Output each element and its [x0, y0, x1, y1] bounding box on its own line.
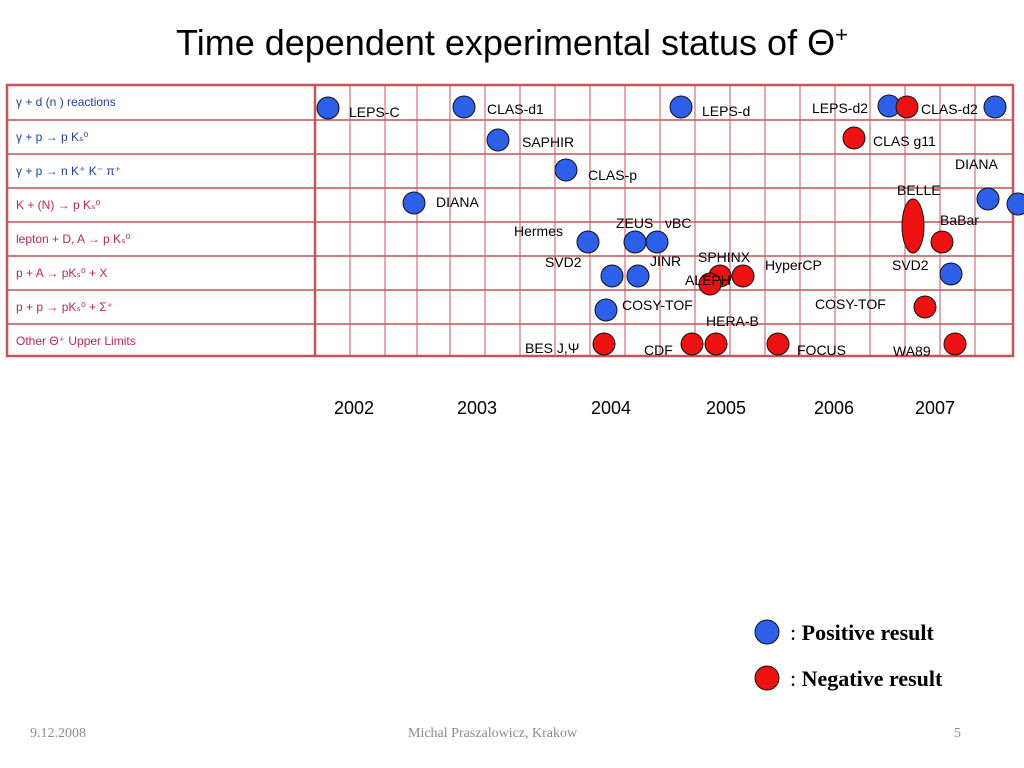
experiment-label: HyperCP	[765, 257, 822, 273]
title-superscript: +	[835, 22, 848, 47]
positive-result-marker	[554, 158, 578, 182]
row-label: K + (N) → p Kₛ⁰	[16, 198, 101, 212]
experiment-label: HERA-B	[706, 313, 759, 329]
year-label: 2005	[706, 398, 747, 418]
experiment-label: Hermes	[514, 223, 564, 239]
experiment-label: LEPS-d	[702, 103, 751, 119]
positive-result-marker	[486, 128, 510, 152]
title-text: Time dependent experimental status of Θ	[176, 22, 836, 63]
experiment-label: COSY-TOF	[622, 297, 693, 313]
positive-result-marker	[623, 230, 647, 254]
experiment-label: BELLE	[897, 182, 941, 198]
experiment-label: ZEUS	[616, 215, 654, 231]
positive-result-marker	[976, 187, 1000, 211]
row-label: γ + p → n K⁺ K⁻ π⁺	[16, 164, 121, 178]
experiment-label: SVD2	[545, 254, 582, 270]
experiment-label: CLAS-d2	[921, 101, 978, 117]
experiment-label: CLAS-p	[588, 167, 638, 183]
experiment-label: WA89	[893, 343, 931, 359]
negative-result-marker	[842, 126, 866, 150]
legend-negative: : Negative result	[790, 666, 943, 691]
row-label: γ + p → p Kₛ⁰	[16, 130, 89, 144]
experiment-label: COSY-TOF	[815, 296, 886, 312]
legend-positive-text: Positive result	[801, 620, 934, 645]
experiment-label: CLAS-d1	[487, 101, 544, 117]
grid-frame	[5, 83, 1015, 358]
positive-result-marker	[939, 262, 963, 286]
year-label: 2002	[334, 398, 375, 418]
positive-result-marker	[983, 95, 1007, 119]
negative-result-marker	[766, 332, 790, 356]
positive-result-marker	[600, 264, 624, 288]
footer-author: Michal Praszalowicz, Krakow	[408, 726, 578, 741]
experiment-label: νBC	[665, 215, 692, 231]
row-label: Other Θ⁺ Upper Limits	[16, 334, 136, 348]
row-label: p + p → pKₛ⁰ + Σ⁺	[16, 300, 114, 314]
negative-result-marker	[592, 332, 616, 356]
positive-result-marker	[594, 298, 618, 322]
negative-result-marker	[698, 272, 722, 296]
year-label: 2004	[591, 398, 632, 418]
row-label: p + A → pKₛ⁰ + X	[16, 266, 108, 280]
negative-result-marker	[943, 332, 967, 356]
experiment-label: ALEPH	[685, 272, 731, 288]
experiment-label: SVD2	[892, 257, 929, 273]
positive-result-marker	[316, 96, 340, 120]
slide-title: Time dependent experimental status of Θ+	[0, 22, 1024, 64]
legend-positive-marker	[754, 619, 780, 645]
positive-result-marker	[576, 230, 600, 254]
experiment-label: BES J,Ψ	[525, 340, 580, 356]
legend-negative-marker	[754, 665, 780, 691]
legend-negative-text: Negative result	[801, 666, 943, 691]
positive-result-marker	[626, 264, 650, 288]
experiment-label: DIANA	[955, 156, 998, 172]
negative-result-marker	[704, 332, 728, 356]
year-label: 2003	[457, 398, 498, 418]
experiment-label: BaBar	[940, 212, 979, 228]
row-label: lepton + D, A → p Kₛ⁰	[16, 232, 131, 246]
legend-positive: : Positive result	[790, 620, 934, 645]
negative-result-marker	[895, 95, 919, 119]
positive-result-marker	[1006, 192, 1024, 216]
experiment-label: CDF	[644, 342, 673, 358]
experiment-label: JINR	[650, 253, 682, 269]
experiment-label: FOCUS	[797, 342, 846, 358]
negative-result-marker	[913, 295, 937, 319]
positive-result-marker	[402, 191, 426, 215]
experiment-label: SPHINX	[698, 249, 751, 265]
positive-result-marker	[669, 95, 693, 119]
experiment-label: LEPS-d2	[812, 100, 869, 116]
negative-result-marker	[680, 332, 704, 356]
negative-result-marker	[731, 264, 755, 288]
experiment-label: SAPHIR	[522, 134, 575, 150]
negative-result-marker	[901, 198, 925, 254]
experiment-label: CLAS g11	[873, 133, 936, 149]
footer-date: 9.12.2008	[30, 726, 86, 741]
row-label: γ + d (n ) reactions	[16, 95, 116, 109]
footer-page: 5	[954, 726, 961, 741]
year-label: 2006	[814, 398, 855, 418]
experiment-label: LEPS-C	[349, 104, 400, 120]
year-label: 2007	[915, 398, 956, 418]
positive-result-marker	[452, 95, 476, 119]
experiment-label: DIANA	[436, 194, 479, 210]
positive-result-marker	[645, 230, 669, 254]
negative-result-marker	[930, 230, 954, 254]
